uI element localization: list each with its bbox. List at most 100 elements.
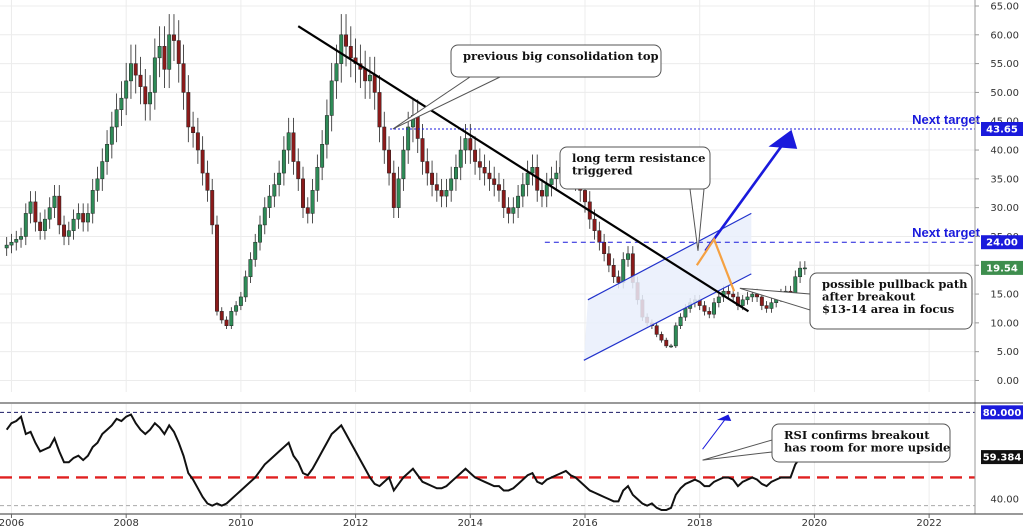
candle-body xyxy=(114,109,119,128)
last-price-tag: 19.54 xyxy=(986,263,1018,274)
candle-body xyxy=(506,207,511,214)
candle-body xyxy=(449,178,454,191)
pullback-callout-pointer xyxy=(739,287,811,311)
candle-body xyxy=(468,138,473,151)
target-2-price-tag: 24.00 xyxy=(986,238,1018,249)
candle-body xyxy=(210,190,215,226)
x-tick-label: 2010 xyxy=(228,518,253,529)
candle-body xyxy=(425,161,430,174)
candle-body xyxy=(66,230,71,237)
chart-drawings: Next target Next target xyxy=(297,25,981,361)
x-tick-label: 2006 xyxy=(0,518,24,529)
y-tick-label: 50.00 xyxy=(990,88,1019,99)
last-price-tag-bg xyxy=(981,260,1023,275)
candle-body xyxy=(726,290,731,295)
candle-body xyxy=(525,172,530,185)
candle-body xyxy=(759,296,764,306)
candle-body xyxy=(52,195,57,208)
candle-body xyxy=(219,311,224,321)
candle-body xyxy=(363,69,368,82)
candle-body xyxy=(152,57,157,93)
candle-body xyxy=(167,34,172,70)
rsi-callout-text: RSI confirms breakout xyxy=(784,428,930,442)
candle-body xyxy=(592,218,597,231)
y-tick-label: 60.00 xyxy=(990,30,1019,41)
candle-body xyxy=(176,40,181,64)
candle-body xyxy=(597,230,602,243)
candle-body xyxy=(76,213,81,220)
candle-body xyxy=(654,325,659,335)
candle-body xyxy=(377,92,382,128)
candle-body xyxy=(291,132,296,162)
y-tick-label: 35.00 xyxy=(990,174,1019,185)
candle-body xyxy=(344,34,348,47)
candle-body xyxy=(90,190,95,214)
x-tick-label: 2008 xyxy=(113,518,138,529)
candle-body xyxy=(119,97,124,110)
candle-body xyxy=(415,115,420,139)
candle-body xyxy=(802,267,807,270)
candle-body xyxy=(272,184,277,197)
candle-body xyxy=(38,221,43,231)
candle-body xyxy=(444,190,449,197)
candle-body xyxy=(669,345,673,348)
rsi-callout-text: has room for more upside xyxy=(784,441,950,455)
candle-body xyxy=(109,126,114,145)
candle-body xyxy=(716,296,721,303)
candle-body xyxy=(463,138,468,151)
candle-body xyxy=(401,149,406,180)
candle-body xyxy=(124,80,129,99)
candle-body xyxy=(33,201,38,223)
channel-lower-line xyxy=(583,273,752,361)
rsi-arrow-head xyxy=(716,414,732,422)
candle-body xyxy=(707,311,712,315)
rsi-80-tag: 80.000 xyxy=(983,408,1022,419)
candle-body xyxy=(172,34,176,41)
candle-body xyxy=(454,167,458,180)
candle-body xyxy=(181,63,186,93)
candle-body xyxy=(329,80,334,116)
candle-body xyxy=(71,218,76,231)
candle-body xyxy=(238,296,243,306)
target-level-1-label: Next target xyxy=(912,112,981,127)
y-tick-label: 0.00 xyxy=(997,376,1019,387)
candle-body xyxy=(195,132,200,151)
candle-body xyxy=(616,276,621,283)
y-tick-label: 10.00 xyxy=(990,318,1019,329)
candle-body xyxy=(281,149,286,174)
projection-arrow-shaft xyxy=(704,143,784,252)
candle-body xyxy=(540,190,544,197)
pullback-callout-text: possible pullback path xyxy=(822,277,968,291)
candle-body xyxy=(391,172,396,208)
rsi-projection-arrow xyxy=(702,418,726,450)
candle-body xyxy=(798,267,803,278)
consolidation-top-callout-box xyxy=(450,44,662,78)
candle-body xyxy=(664,339,669,347)
candle-body xyxy=(200,149,205,174)
candle-body xyxy=(511,207,516,214)
candle-body xyxy=(14,239,19,243)
candle-body xyxy=(430,172,435,185)
candle-body xyxy=(320,144,325,168)
candle-body xyxy=(396,178,401,208)
candle-body xyxy=(516,195,521,208)
candle-body xyxy=(262,207,267,226)
candle-body xyxy=(105,144,110,162)
candle-body xyxy=(477,161,482,168)
candle-body xyxy=(793,276,798,295)
y-tick-label: 15.00 xyxy=(990,290,1019,301)
y-tick-label: 40.00 xyxy=(990,146,1019,157)
candle-body xyxy=(683,308,688,318)
candle-body xyxy=(186,92,191,128)
candle-body xyxy=(57,195,62,226)
candle-body xyxy=(702,305,707,312)
candle-body xyxy=(138,74,143,87)
target-1-price-tag: 43.65 xyxy=(986,125,1018,136)
pullback-callout-text: $13-14 area in focus xyxy=(822,302,954,316)
candle-body xyxy=(544,184,549,197)
projection-arrow-head xyxy=(768,129,798,149)
candle-body xyxy=(129,63,133,82)
candle-body xyxy=(626,253,630,260)
